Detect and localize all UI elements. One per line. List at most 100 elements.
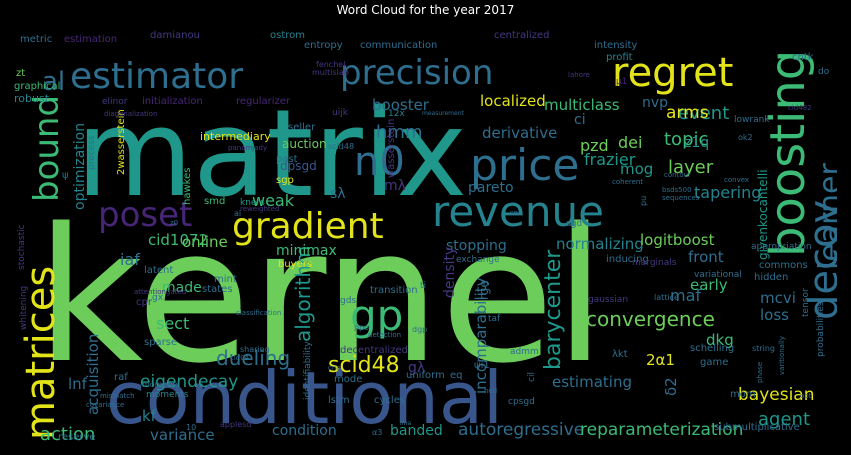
word-cloud-word: kernel xyxy=(36,188,606,404)
word-cloud-word: process xyxy=(87,135,97,170)
word-cloud-word: schelling xyxy=(690,343,734,354)
word-cloud-word: 2α1 xyxy=(646,351,675,369)
word-cloud-word: cid04 xyxy=(230,354,250,362)
word-cloud-word: snr xyxy=(510,209,521,217)
word-cloud-word: estimating xyxy=(552,373,632,391)
word-cloud-word: topic xyxy=(664,129,708,150)
word-cloud-word: z0 xyxy=(170,219,178,227)
word-cloud-word: fenchel xyxy=(316,60,345,69)
word-cloud-word: estimator xyxy=(70,56,243,97)
word-cloud-word: 2wasserstein xyxy=(116,109,127,175)
word-cloud-word: kners xyxy=(240,198,265,208)
word-cloud-word: layer xyxy=(668,157,714,178)
word-cloud-word: stopping xyxy=(446,238,507,254)
word-cloud-word: pu xyxy=(639,196,648,206)
word-cloud-word: mcvi xyxy=(760,289,796,307)
word-cloud-word: mode xyxy=(334,374,362,385)
word-cloud-word: sparse xyxy=(144,337,177,348)
word-cloud-word: hmm xyxy=(376,122,422,143)
word-cloud-word: covariance xyxy=(86,401,124,409)
word-cloud-word: attentiongated xyxy=(134,288,186,296)
word-cloud-word: cycles xyxy=(374,395,405,406)
word-cloud-word: hawkes xyxy=(182,168,193,205)
word-cloud-word: seller xyxy=(288,122,316,133)
word-cloud-word: robust xyxy=(14,92,50,105)
word-cloud-word: cpsgd xyxy=(508,397,535,407)
word-cloud-word: barycenter xyxy=(541,249,566,370)
word-cloud-word: banded xyxy=(390,423,443,439)
word-cloud-word: dkg xyxy=(706,331,734,349)
word-cloud-word: ima xyxy=(400,420,412,427)
word-cloud-word: matrices xyxy=(18,266,64,440)
word-cloud-word: acquisition xyxy=(84,334,102,415)
word-cloud-word: cpr xyxy=(136,297,153,308)
word-cloud-word: cid482 xyxy=(788,104,812,112)
word-cloud-word: lattice xyxy=(654,293,679,302)
word-cloud-word: past xyxy=(276,154,298,165)
word-cloud-word: phase xyxy=(756,362,764,383)
word-cloud-word: diagonalization xyxy=(104,110,157,118)
word-cloud-word: ψi1 xyxy=(474,360,490,371)
word-cloud-word: initialization xyxy=(142,96,203,107)
word-cloud-word: convergence xyxy=(586,307,715,331)
word-cloud-word: pzd xyxy=(580,136,609,155)
word-cloud-word: uijk xyxy=(332,108,349,118)
word-cloud-word: hed xyxy=(484,387,497,395)
word-cloud-word: communication xyxy=(360,40,437,51)
word-cloud-word: ok2 xyxy=(738,133,753,142)
word-cloud-word: early xyxy=(690,276,728,294)
word-cloud-word: latent xyxy=(144,265,173,276)
word-cloud-word: agent xyxy=(758,409,810,430)
word-cloud-word: variational xyxy=(694,270,742,280)
word-cloud-word: gλ xyxy=(408,360,425,376)
word-cloud-word: auction xyxy=(282,137,327,151)
word-cloud-word: made xyxy=(162,280,202,296)
word-cloud-word: density xyxy=(442,247,458,298)
word-cloud-word: cil xyxy=(527,372,537,382)
word-cloud-word: tapering xyxy=(694,183,761,202)
word-cloud-word: variance xyxy=(150,426,215,443)
word-cloud-word: loss xyxy=(760,306,789,324)
word-cloud-word: stochastic xyxy=(17,224,27,270)
word-cloud-word: states xyxy=(202,284,233,295)
word-cloud-word: game xyxy=(700,357,728,368)
word-cloud-word: normalizing xyxy=(556,235,644,253)
word-cloud-word: reserve xyxy=(58,432,96,443)
word-cloud-word: moments xyxy=(142,380,180,389)
word-cloud-word: sgp xyxy=(276,175,294,186)
word-cloud-word: 10 xyxy=(186,423,196,432)
word-cloud-word: transition xyxy=(370,285,418,296)
word-cloud-word: λkt xyxy=(612,349,628,360)
word-cloud-word: gx xyxy=(152,293,164,303)
word-cloud-word: givenkocantelli xyxy=(756,169,770,260)
word-cloud-word: learner xyxy=(813,163,837,270)
word-cloud-word: lowrank xyxy=(734,115,770,125)
word-cloud-word: kf xyxy=(142,407,157,425)
word-cloud-word: front xyxy=(688,248,724,266)
word-cloud-word: minimax xyxy=(276,243,337,259)
word-cloud-word: z1q xyxy=(684,135,709,151)
word-cloud-word: poset xyxy=(98,195,192,235)
word-cloud-word: regularizer xyxy=(236,96,291,107)
word-cloud-word: 12x xyxy=(388,109,405,119)
word-cloud-word: measurement xyxy=(422,110,465,117)
word-cloud-word: identifiability xyxy=(303,341,313,400)
word-cloud-word: decentralized xyxy=(340,345,408,356)
word-cloud-word: raf xyxy=(114,372,128,383)
word-cloud-word: coherent xyxy=(612,178,643,186)
word-cloud-word: gp xyxy=(350,291,403,340)
word-cloud-word: entropy xyxy=(304,40,343,51)
word-cloud-word: smd xyxy=(204,196,225,207)
word-cloud-word: inducing xyxy=(606,254,649,265)
word-cloud-word: lstm xyxy=(328,395,350,406)
word-cloud-word: price xyxy=(470,140,580,191)
word-cloud-word: eigendecay xyxy=(140,372,238,392)
word-cloud-word: buyers xyxy=(278,259,312,270)
word-cloud-word: autoregressive xyxy=(458,420,584,440)
word-cloud-word: graphical xyxy=(14,81,60,92)
word-cloud-word: μ1 xyxy=(616,77,627,87)
word-cloud-word: ostrom xyxy=(270,30,305,41)
word-cloud-word: arms xyxy=(666,103,709,123)
word-cloud-word: ψ xyxy=(62,170,69,181)
